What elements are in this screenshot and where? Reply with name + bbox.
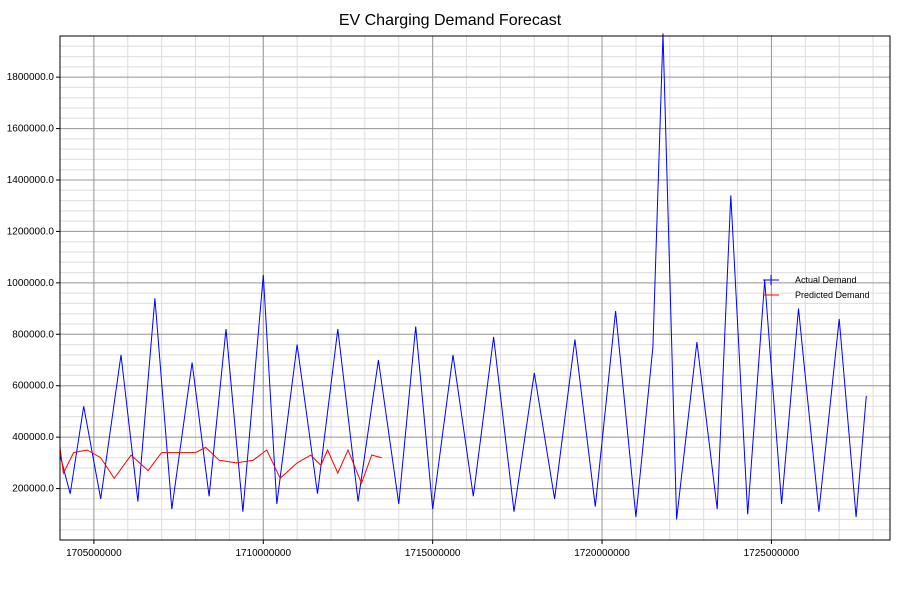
series-line-1 [59, 446, 382, 485]
tick-layer: 1705000000 1710000000 1715000000 1720000000… [7, 72, 800, 559]
y-tick-label: 1000000.0 [7, 278, 55, 289]
x-tick-label: 1715000000 [405, 548, 461, 559]
x-tick-label: 1710000000 [235, 548, 291, 559]
legend: Actual Demand Predicted Demand [763, 275, 870, 300]
plot-frame [59, 35, 891, 541]
x-tick-label: 1720000000 [574, 548, 630, 559]
x-tick-label: 1725000000 [744, 548, 800, 559]
chart-title: EV Charging Demand Forecast [338, 12, 562, 29]
y-tick-label: 800000.0 [12, 329, 54, 340]
x-tick-label: 1705000000 [66, 548, 122, 559]
y-tick-label: 400000.0 [12, 432, 54, 443]
y-tick-label: 200000.0 [12, 484, 54, 495]
series-layer [59, 33, 867, 520]
major-grid [60, 36, 890, 540]
series-line-0 [59, 33, 867, 520]
y-tick-label: 1400000.0 [7, 175, 55, 186]
y-tick-label: 1200000.0 [7, 226, 55, 237]
legend-label: Predicted Demand [795, 290, 870, 300]
legend-label: Actual Demand [795, 275, 857, 285]
y-tick-label: 600000.0 [12, 381, 54, 392]
y-tick-label: 1800000.0 [7, 72, 55, 83]
y-tick-label: 1600000.0 [7, 124, 55, 135]
